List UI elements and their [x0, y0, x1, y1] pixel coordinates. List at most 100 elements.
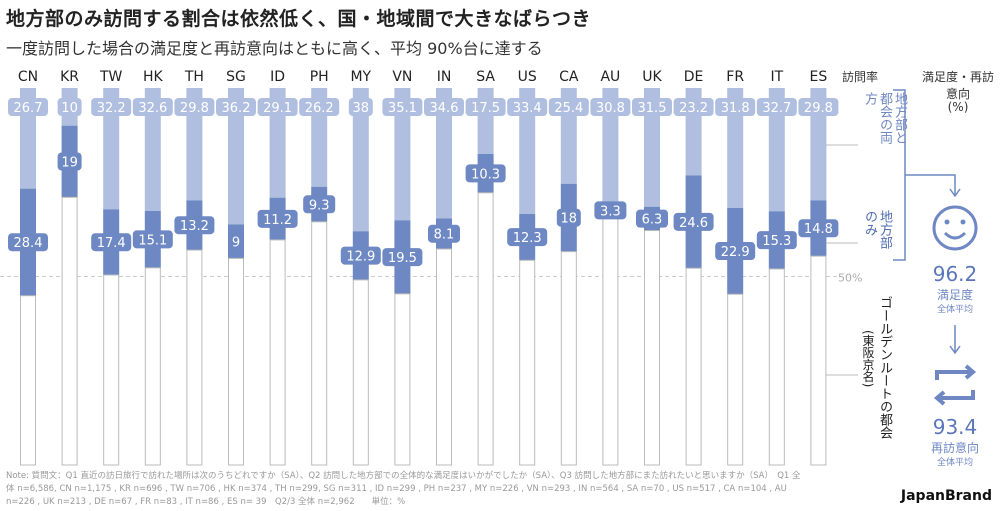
repeat-arrow-bottom	[933, 390, 975, 406]
category-label-ID: ID	[270, 69, 285, 85]
bar-both-US	[519, 88, 536, 214]
smile-eye-left	[944, 219, 950, 225]
data-label-bg-local-UK	[636, 209, 668, 228]
data-label-bg-both-TW	[91, 98, 132, 116]
data-label-both-IN: 34.6	[430, 101, 459, 116]
bar-golden-MY	[352, 279, 369, 466]
category-label-IN: IN	[437, 69, 452, 85]
data-label-bg-local-VN	[382, 248, 423, 267]
reference-line-label: 50%	[838, 272, 862, 285]
data-label-both-TH: 29.8	[180, 101, 209, 116]
data-label-bg-local-US	[507, 228, 548, 247]
data-label-bg-local-TH	[174, 216, 215, 235]
data-label-bg-local-IT	[756, 231, 797, 250]
data-label-local-SG: 9	[232, 235, 240, 250]
category-label-PH: PH	[310, 69, 329, 85]
legend-bracket	[893, 89, 956, 261]
data-label-bg-both-ES	[798, 98, 839, 116]
bar-both-MY	[352, 88, 369, 232]
footnote: Note: 質問文：Q1 直近の訪日旅行で訪れた場所は次のうちどれですか（SA）…	[6, 471, 801, 507]
category-label-ES: ES	[810, 69, 828, 85]
bar-golden-ES	[810, 255, 827, 466]
category-label-HK: HK	[143, 69, 164, 85]
category-label-VN: VN	[392, 69, 412, 85]
data-label-bg-both-US	[507, 98, 548, 116]
satisfaction-sub: 全体平均	[936, 305, 973, 315]
data-label-bg-local-HK	[132, 230, 173, 249]
data-label-both-VN: 35.1	[388, 101, 417, 116]
data-label-both-PH: 26.2	[305, 101, 334, 116]
category-label-MY: MY	[350, 69, 371, 85]
data-label-local-ES: 14.8	[804, 222, 833, 237]
satisfaction-header: 満足度・再訪意向	[921, 70, 994, 101]
bar-both-SG	[228, 88, 244, 225]
data-label-bg-local-KR	[57, 152, 82, 171]
data-label-bg-both-VN	[382, 98, 423, 116]
revisit-sub: 全体平均	[936, 458, 973, 468]
data-label-local-AU: 3.3	[600, 204, 621, 219]
data-label-bg-both-AU	[590, 98, 631, 116]
bar-golden-KR	[61, 196, 78, 466]
satisfaction-unit: (%)	[947, 100, 969, 114]
bar-both-FR	[727, 88, 744, 208]
data-label-bg-local-AU	[594, 201, 627, 220]
visit-rate-header: 訪問率	[841, 70, 878, 84]
data-label-bg-both-PH	[299, 98, 340, 116]
data-label-bg-both-UK	[632, 98, 672, 116]
bar-both-SA	[477, 88, 494, 154]
category-label-TW: TW	[99, 69, 123, 85]
bar-both-IT	[768, 88, 785, 212]
data-label-both-ID: 29.1	[263, 101, 292, 116]
data-label-both-UK: 31.5	[638, 101, 667, 116]
smile-icon	[932, 205, 978, 251]
bar-both-HK	[144, 88, 161, 211]
data-label-local-CN: 28.4	[14, 236, 43, 251]
category-label-KR: KR	[60, 69, 79, 85]
category-label-AU: AU	[600, 69, 620, 85]
data-label-local-IT: 15.3	[762, 234, 791, 249]
data-label-local-CA: 18	[561, 212, 578, 227]
data-label-local-UK: 6.3	[642, 213, 663, 228]
category-label-DE: DE	[684, 69, 704, 85]
data-label-local-SA: 10.3	[471, 167, 500, 182]
bar-golden-TH	[186, 249, 203, 466]
data-label-bg-both-SA	[465, 98, 506, 116]
data-label-both-CA: 25.4	[554, 101, 583, 116]
bar-both-IN	[436, 88, 452, 219]
data-label-bg-both-FR	[715, 98, 756, 116]
repeat-arrow-top	[935, 364, 977, 380]
arrow-down-icon-2	[949, 325, 961, 355]
data-label-local-PH: 9.3	[309, 198, 330, 213]
satisfaction-value: 96.2	[932, 262, 978, 286]
bar-golden-SA	[477, 192, 494, 466]
data-label-bg-local-CA	[556, 208, 581, 227]
bar-golden-IT	[768, 268, 785, 466]
data-label-bg-both-CN	[8, 98, 48, 116]
category-label-CN: CN	[18, 69, 38, 85]
data-label-bg-local-SA	[465, 164, 506, 183]
data-label-both-CN: 26.7	[14, 101, 43, 116]
data-label-bg-both-CA	[548, 98, 589, 116]
data-label-local-VN: 19.5	[388, 251, 417, 266]
data-label-both-HK: 32.6	[138, 101, 167, 116]
bar-golden-VN	[394, 293, 411, 466]
data-label-bg-local-TW	[91, 233, 132, 252]
bar-both-ES	[810, 88, 827, 201]
brand-logo: JapanBrand	[900, 488, 992, 504]
bar-both-AU	[602, 88, 619, 205]
data-label-both-IT: 32.7	[762, 101, 791, 116]
bar-golden-IN	[436, 248, 452, 466]
data-label-bg-both-DE	[673, 98, 714, 116]
category-label-CA: CA	[559, 69, 579, 85]
data-label-bg-both-IN	[424, 98, 464, 116]
bar-golden-US	[519, 259, 536, 466]
category-label-FR: FR	[726, 69, 744, 85]
category-label-US: US	[518, 69, 537, 85]
category-label-UK: UK	[642, 69, 662, 85]
satisfaction-label: 満足度	[936, 288, 973, 302]
data-label-local-ID: 11.2	[263, 213, 292, 228]
data-label-local-HK: 15.1	[138, 233, 167, 248]
category-label-SG: SG	[226, 69, 246, 85]
bar-golden-ID	[269, 239, 286, 466]
